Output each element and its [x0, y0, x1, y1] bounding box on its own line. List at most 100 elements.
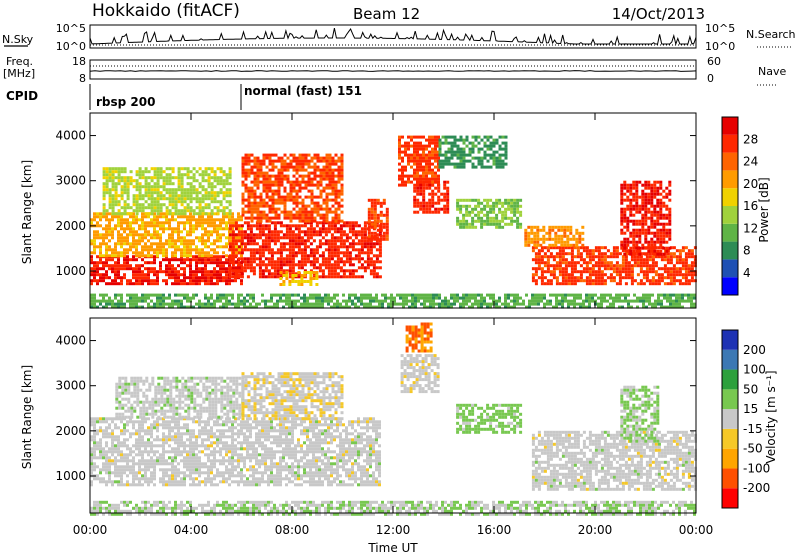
power-cell [285, 242, 289, 246]
power-cell [315, 224, 319, 228]
power-cell [501, 302, 504, 306]
power-cell [437, 207, 441, 211]
power-cell [597, 279, 601, 283]
power-cell [165, 302, 168, 306]
power-cell [495, 198, 499, 202]
power-cell [419, 204, 423, 208]
power-cell [413, 210, 417, 214]
power-cell [309, 224, 313, 228]
power-cell [274, 213, 278, 217]
power-cell [486, 201, 490, 205]
power-cell [150, 176, 154, 180]
power-cell [446, 207, 450, 211]
power-cell [256, 216, 260, 220]
power-cell [639, 279, 643, 283]
power-cell [174, 254, 177, 258]
power-cell [653, 213, 657, 217]
power-cell [159, 215, 162, 219]
power-cell [267, 263, 271, 267]
power-cell [489, 293, 492, 297]
power-cell [198, 305, 201, 309]
power-cell [635, 210, 639, 214]
power-cell [165, 209, 169, 213]
power-cell [165, 251, 168, 255]
power-cell [339, 269, 343, 273]
power-cell [465, 207, 469, 211]
power-cell [300, 277, 304, 280]
power-cell [201, 261, 204, 265]
power-cell [156, 296, 159, 300]
power-cell [265, 174, 269, 178]
power-cell [333, 302, 336, 306]
power-cell [304, 159, 308, 163]
power-cell [357, 299, 360, 303]
power-cell [120, 176, 124, 180]
power-cell [237, 233, 241, 237]
power-cell [306, 302, 309, 306]
power-cell [354, 293, 357, 297]
power-cell [231, 257, 235, 261]
power-cell [265, 201, 269, 205]
power-cell [618, 296, 621, 300]
power-cell [647, 249, 651, 253]
power-cell [301, 159, 305, 163]
power-cell [438, 138, 442, 142]
power-cell [492, 219, 496, 223]
power-cell [150, 236, 153, 240]
power-cell [333, 275, 337, 279]
power-cell [105, 248, 108, 252]
power-cell [189, 185, 193, 189]
power-cell [174, 245, 177, 249]
power-cell [262, 198, 266, 202]
power-cell [111, 188, 115, 192]
power-cell [219, 299, 222, 303]
power-cell [270, 221, 274, 225]
power-cell [369, 293, 372, 297]
power-cell [462, 302, 465, 306]
power-cell [498, 198, 502, 202]
power-cell [620, 189, 624, 193]
power-cell [650, 186, 654, 190]
power-cell [231, 279, 234, 283]
power-cell [560, 225, 564, 229]
power-cell [102, 194, 106, 198]
power-cell [265, 180, 269, 184]
power-cell [268, 159, 272, 163]
power-cell [504, 198, 508, 202]
power-cell [165, 176, 169, 180]
power-cell [165, 296, 168, 300]
power-cell [444, 299, 447, 303]
power-cell [174, 197, 178, 201]
power-cell [413, 162, 416, 166]
power-cell [120, 242, 123, 246]
power-cell [309, 236, 313, 240]
power-cell [354, 230, 358, 234]
power-cell [663, 255, 667, 259]
power-cell [492, 159, 496, 163]
power-cell [192, 296, 195, 300]
power-cell [328, 180, 332, 184]
power-cell [231, 218, 234, 222]
power-cell [303, 302, 306, 306]
power-cell [654, 270, 658, 274]
power-cell [579, 264, 583, 268]
power-cell [627, 273, 631, 277]
power-cell [375, 254, 379, 258]
power-cell [650, 246, 654, 250]
power-cell [174, 218, 177, 222]
power-cell [183, 212, 187, 216]
power-cell [626, 222, 630, 226]
power-cell [360, 230, 364, 234]
power-cell [99, 224, 102, 228]
power-cell [642, 276, 646, 280]
power-cell [453, 162, 457, 166]
power-cell [144, 296, 147, 300]
power-cell [207, 221, 210, 225]
power-cell [635, 219, 639, 223]
power-cell [301, 174, 305, 178]
power-cell [225, 279, 228, 283]
power-cell [213, 230, 216, 234]
power-cell [228, 248, 232, 252]
power-cell [102, 176, 106, 180]
power-cell [367, 210, 371, 214]
